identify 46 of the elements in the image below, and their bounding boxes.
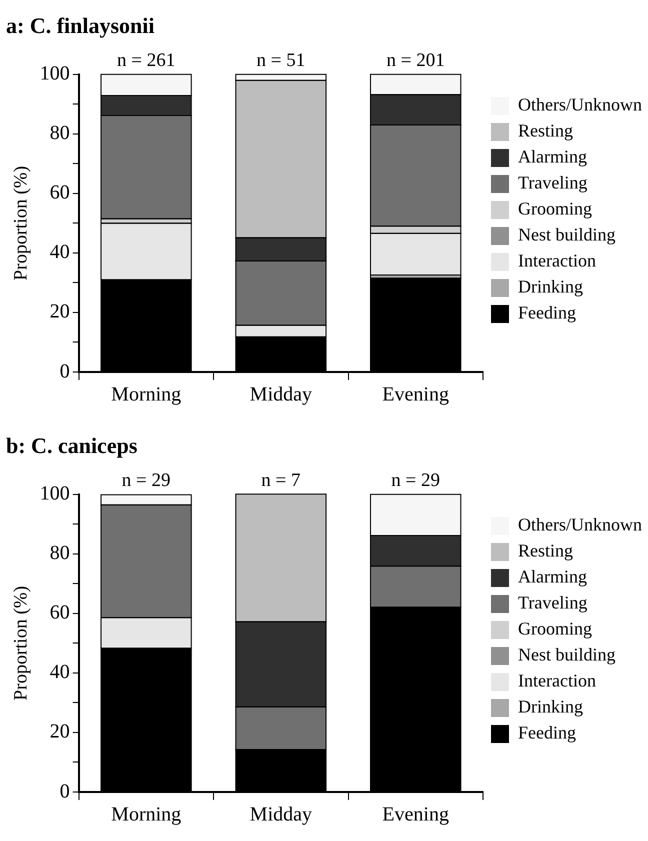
y-tick-label: 80 (50, 122, 70, 144)
y-tick-label: 100 (40, 62, 70, 85)
x-tick-label: Midday (250, 803, 312, 826)
y-tick-label: 40 (50, 661, 70, 684)
y-tick-label: 20 (50, 720, 70, 743)
legend-label: Feeding (518, 722, 576, 743)
legend-label: Grooming (518, 618, 592, 639)
annotation: n = 201 (386, 50, 445, 71)
annotation: n = 7 (261, 470, 301, 491)
y-axis-title: Proportion (%) (10, 166, 32, 280)
legend-label: Feeding (518, 302, 576, 323)
y-tick-label: 0 (60, 360, 70, 382)
annotation: n = 29 (391, 470, 440, 491)
legend-label: Grooming (518, 198, 592, 219)
legend-label: Nest building (518, 644, 616, 665)
y-tick-label: 60 (50, 182, 70, 204)
legend-label: Resting (518, 120, 574, 141)
x-tick-label: Morning (111, 383, 182, 406)
legend-label: Others/Unknown (518, 514, 642, 535)
legend-label: Traveling (518, 172, 588, 193)
y-tick-label: 100 (40, 482, 70, 505)
x-tick-label: Morning (111, 803, 182, 826)
legend-label: Alarming (518, 566, 587, 587)
legend-label: Interaction (518, 250, 596, 271)
legend-label: Alarming (518, 146, 587, 167)
chart-title: a: C. finlaysonii (6, 12, 155, 38)
legend-label: Drinking (518, 696, 583, 717)
y-tick-label: 40 (50, 241, 70, 264)
x-tick-label: Evening (382, 803, 449, 826)
y-tick-label: 60 (50, 602, 70, 624)
annotation: n = 51 (256, 50, 306, 71)
legend-label: Drinking (518, 276, 583, 297)
y-axis-title: Proportion (%) (10, 586, 32, 700)
legend-label: Interaction (518, 670, 596, 691)
x-tick-label: Evening (382, 383, 449, 406)
legend-label: Nest building (518, 224, 616, 245)
annotation: n = 261 (117, 50, 176, 71)
legend-label: Others/Unknown (518, 94, 642, 115)
legend-label: Traveling (518, 592, 588, 613)
x-tick-label: Midday (250, 383, 312, 406)
annotation: n = 29 (122, 470, 171, 491)
y-tick-label: 20 (50, 300, 70, 323)
y-tick-label: 0 (60, 780, 70, 802)
chart-title: b: C. caniceps (6, 432, 138, 458)
y-tick-label: 80 (50, 542, 70, 564)
legend-label: Resting (518, 540, 574, 561)
